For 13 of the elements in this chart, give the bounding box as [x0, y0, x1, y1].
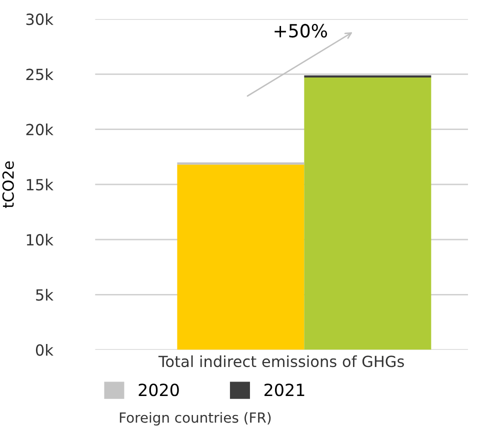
legend-label: 2021 — [264, 384, 304, 396]
y-tick-label: 30k — [26, 13, 54, 26]
annotation: +50% — [274, 24, 328, 38]
y-tick-label: 15k — [26, 178, 54, 190]
y-tick-label: 25k — [26, 68, 54, 80]
x-axis-title: Total indirect emissions of GHGs — [158, 355, 404, 368]
legend-label: 2020 — [138, 384, 179, 396]
y-tick-label: 20k — [26, 124, 54, 136]
y-tick-label: 0k — [36, 344, 54, 356]
y-tick-label: 10k — [26, 234, 54, 246]
y-axis-title: tCO2e — [2, 161, 14, 208]
legend-title: Foreign countries (FR) — [120, 412, 271, 426]
y-tick-label: 5k — [36, 288, 54, 301]
